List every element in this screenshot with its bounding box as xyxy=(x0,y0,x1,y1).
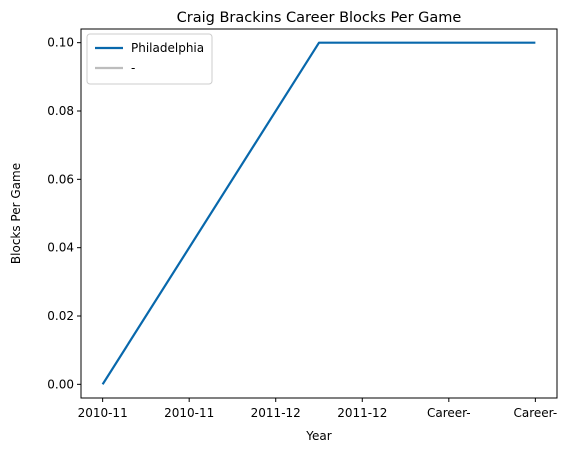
y-tick-label: 0.10 xyxy=(47,36,74,50)
x-tick-label: Career- xyxy=(514,406,558,420)
x-tick-label: 2010-11 xyxy=(78,406,128,420)
y-tick-label: 0.04 xyxy=(47,241,74,255)
x-tick-label: 2010-11 xyxy=(164,406,214,420)
x-tick-label: 2011-12 xyxy=(251,406,301,420)
series-line-0 xyxy=(103,43,536,385)
y-tick-label: 0.06 xyxy=(47,172,74,186)
y-tick-label: 0.08 xyxy=(47,104,74,118)
legend: Philadelphia - xyxy=(87,34,212,84)
y-tick-label: 0.00 xyxy=(47,377,74,391)
chart-title: Craig Brackins Career Blocks Per Game xyxy=(177,10,462,26)
legend-label-0: Philadelphia xyxy=(131,41,204,55)
y-axis-label: Blocks Per Game xyxy=(9,163,23,264)
x-axis-label: Year xyxy=(305,429,331,443)
y-tick-label: 0.02 xyxy=(47,309,74,323)
x-tick-label: Career- xyxy=(427,406,471,420)
x-tick-label: 2011-12 xyxy=(337,406,387,420)
marks-layer xyxy=(103,43,536,385)
legend-label-1: - xyxy=(131,61,135,75)
